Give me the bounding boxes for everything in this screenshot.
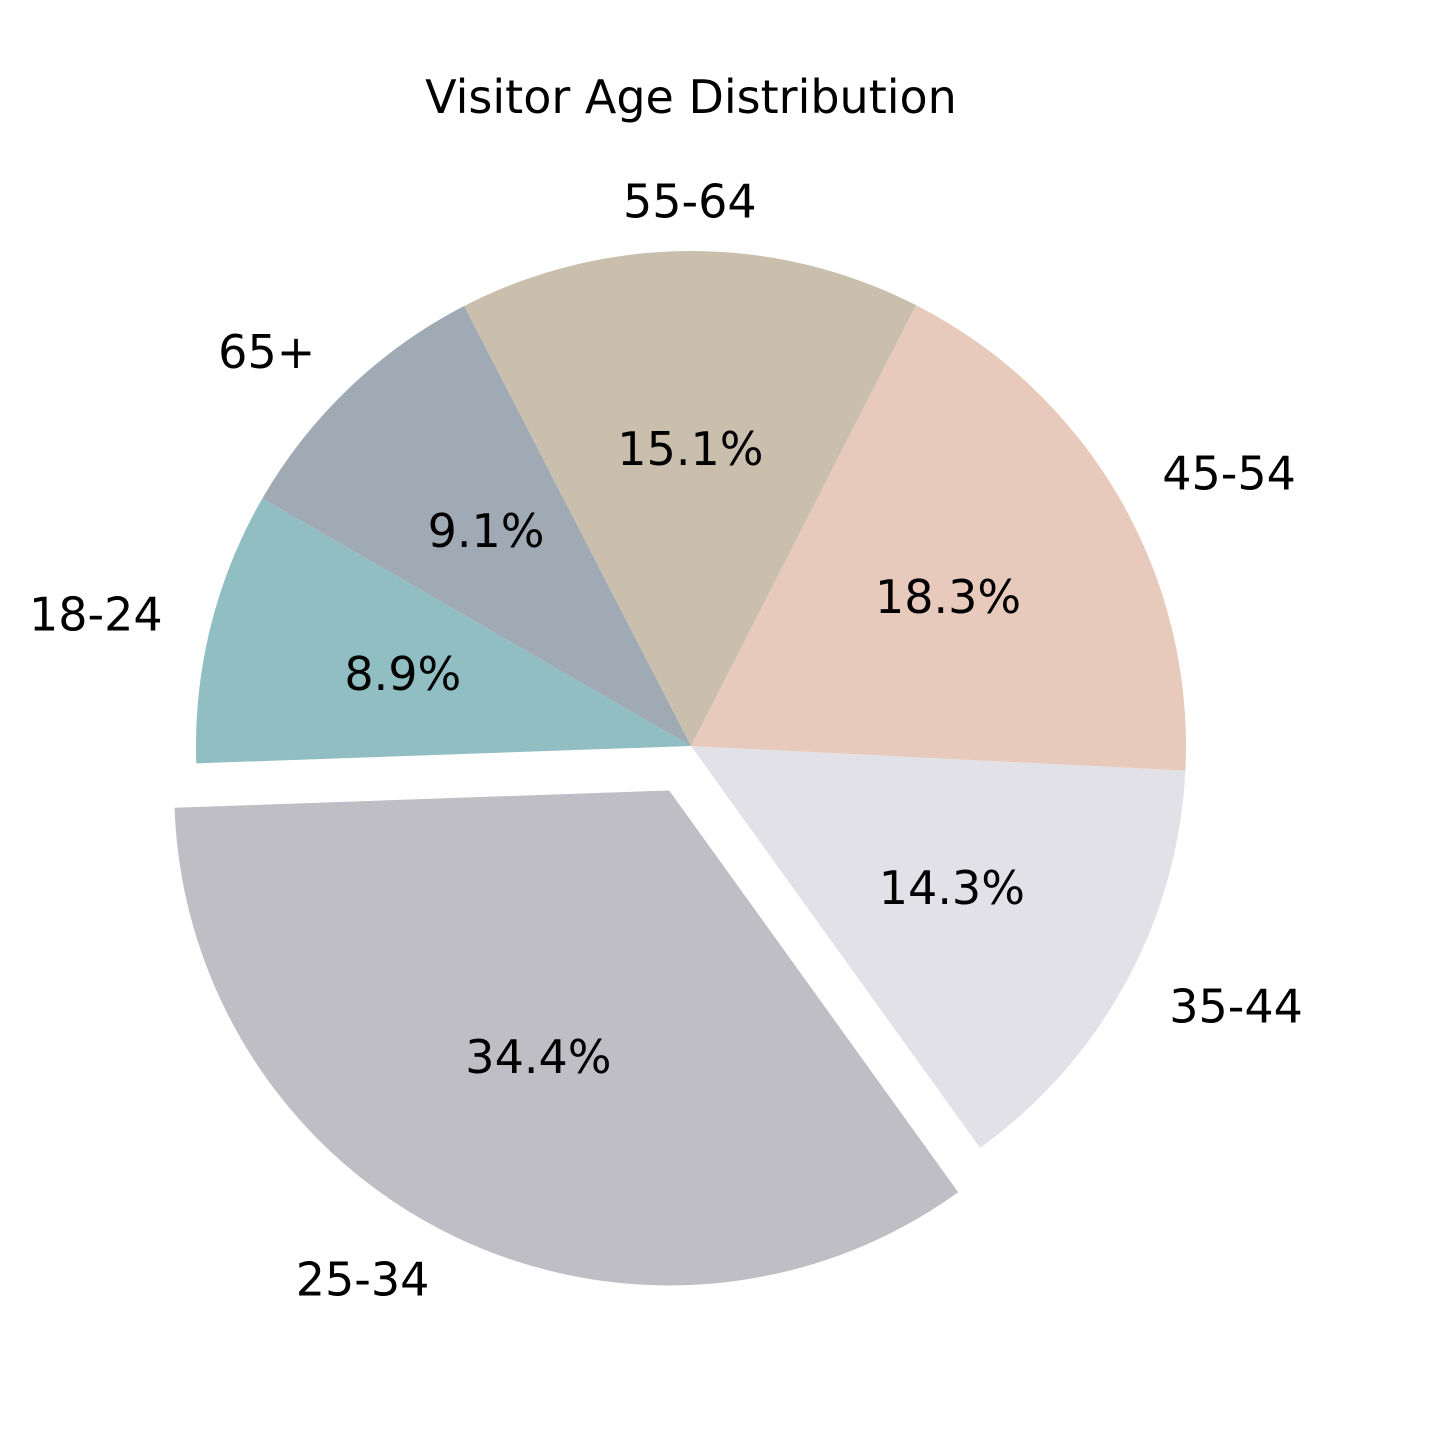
- pie-slice-65: [262, 306, 691, 746]
- slice-category-label-25-34: 25-34: [296, 1252, 430, 1306]
- slice-percent-label-18-24: 8.9%: [344, 647, 461, 701]
- slice-category-label-65: 65+: [218, 325, 315, 379]
- slice-percent-label-25-34: 34.4%: [465, 1030, 611, 1084]
- slice-category-label-55-64: 55-64: [623, 175, 757, 229]
- pie-labels: 8.9% 18-24 34.4% 25-34 14.3% 35-44 18.3% 45-54 1…: [29, 175, 1303, 1307]
- slice-category-label-35-44: 35-44: [1169, 979, 1303, 1033]
- pie-slice-18-24: [196, 498, 692, 764]
- slice-percent-label-65: 9.1%: [428, 504, 545, 558]
- chart-title: Visitor Age Distribution: [425, 70, 957, 124]
- pie-slice-55-64: [464, 251, 916, 746]
- pie-slice-35-44: [691, 746, 1186, 1148]
- pie-slices: [174, 251, 1186, 1286]
- pie-slice-45-54: [691, 305, 1186, 771]
- slice-percent-label-35-44: 14.3%: [879, 861, 1025, 915]
- pie-slice-25-34: [174, 790, 959, 1286]
- slice-category-label-45-54: 45-54: [1162, 446, 1296, 500]
- slice-percent-label-45-54: 18.3%: [875, 570, 1021, 624]
- slice-category-label-18-24: 18-24: [29, 587, 163, 641]
- slice-percent-label-55-64: 15.1%: [617, 422, 763, 476]
